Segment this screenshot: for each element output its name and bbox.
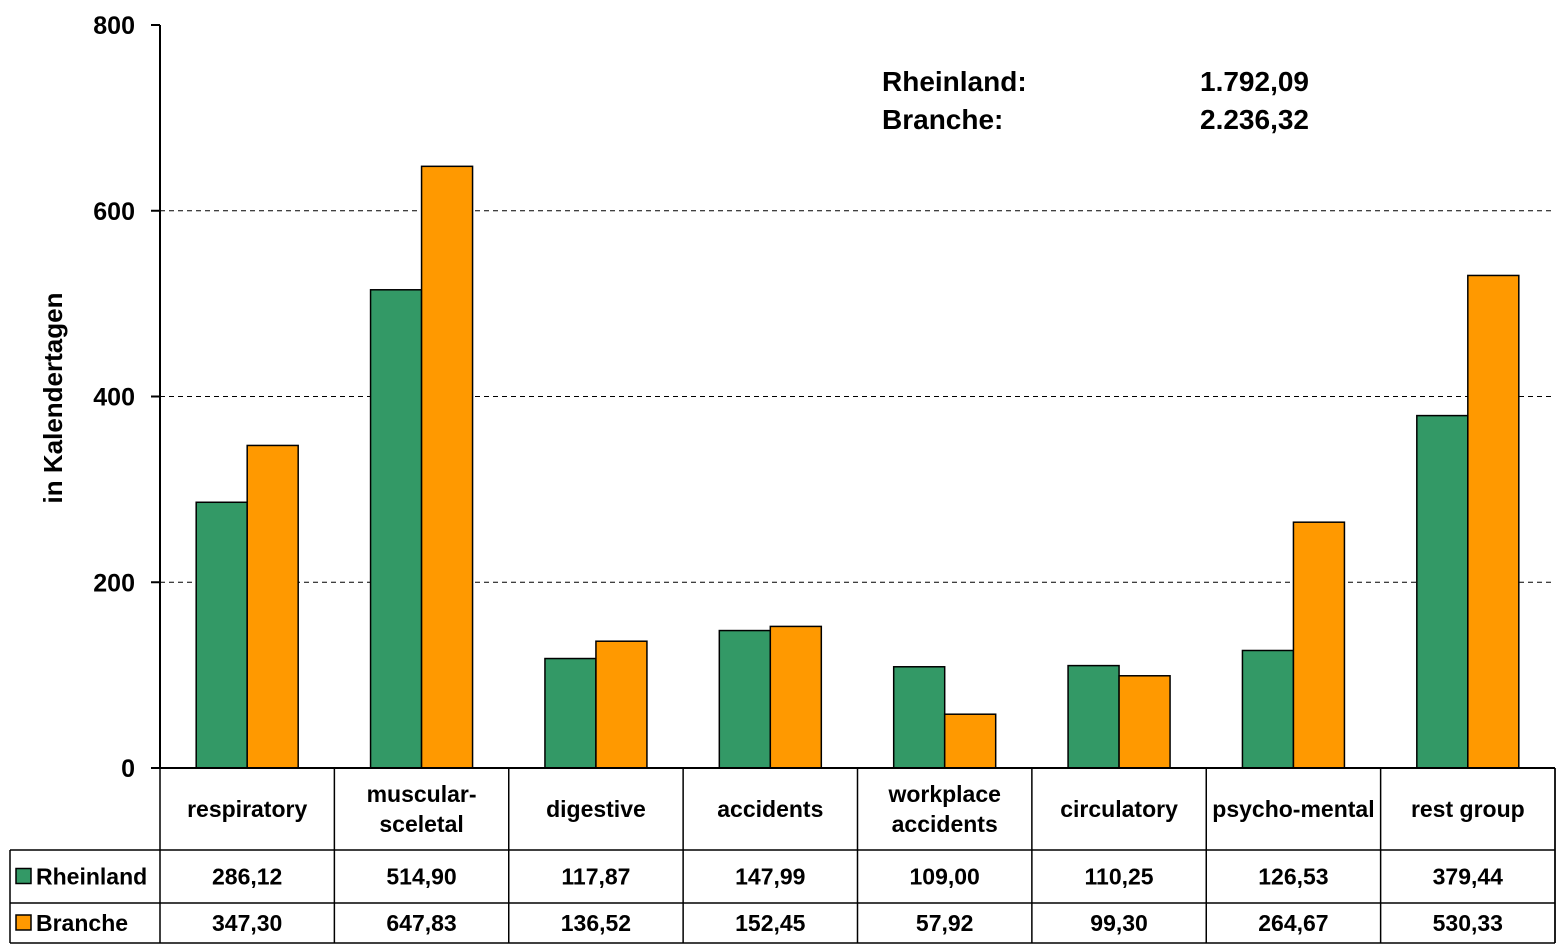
bar-branche-3 xyxy=(769,625,823,769)
bar-rheinland-5 xyxy=(1067,664,1120,769)
bar-branche-4 xyxy=(943,713,997,769)
table-cell-branche: 99,30 xyxy=(1090,910,1148,936)
table-cell-branche: 264,67 xyxy=(1258,910,1328,936)
table-cell-rheinland: 109,00 xyxy=(910,864,980,890)
series-label-branche: Branche xyxy=(36,910,128,936)
table-cell-rheinland: 147,99 xyxy=(735,864,805,890)
table-cell-branche: 152,45 xyxy=(735,910,806,936)
y-axis-label: in Kalendertagen xyxy=(38,293,68,504)
category-label: workplace xyxy=(887,781,1001,807)
category-label: respiratory xyxy=(187,796,307,822)
table-cell-rheinland: 286,12 xyxy=(212,864,282,890)
data-table: respiratory muscular-sceletal digestive acc… xyxy=(9,768,1556,944)
annotation-value: 1.792,09 xyxy=(1200,66,1309,97)
annotation-label: Rheinland: xyxy=(882,66,1027,97)
bar-rheinland-7 xyxy=(1416,414,1469,769)
table-cell-branche: 530,33 xyxy=(1433,910,1503,936)
category-label: circulatory xyxy=(1060,796,1178,822)
bar-rheinland-0 xyxy=(195,501,248,769)
series-label-rheinland: Rheinland xyxy=(36,864,147,890)
legend-key-branche xyxy=(15,914,32,931)
table-cell-rheinland: 117,87 xyxy=(561,864,630,890)
table-cell-branche: 57,92 xyxy=(916,910,974,936)
y-tick-label: 200 xyxy=(93,569,135,597)
category-label: accidents xyxy=(717,796,823,822)
bar-branche-2 xyxy=(595,640,648,769)
table-cell-branche: 347,30 xyxy=(212,910,282,936)
table-cell-branche: 136,52 xyxy=(561,910,631,936)
bar-rheinland-3 xyxy=(718,629,772,769)
y-tick-label: 600 xyxy=(93,198,135,226)
gridlines xyxy=(160,210,1555,583)
table-cell-rheinland: 514,90 xyxy=(386,864,456,890)
bar-branche-6 xyxy=(1292,521,1346,769)
category-label: psycho-mental xyxy=(1212,796,1374,822)
category-label: sceletal xyxy=(379,811,463,837)
bar-branche-7 xyxy=(1467,274,1520,769)
y-tick-label: 0 xyxy=(121,755,135,783)
y-tick-label: 400 xyxy=(93,384,135,412)
annotation-label: Branche: xyxy=(882,104,1003,135)
annotations: Rheinland: 1.792,09 Branche: 2.236,32 xyxy=(882,66,1309,135)
y-tick-label: 800 xyxy=(93,12,135,40)
bar-rheinland-4 xyxy=(892,666,946,769)
table-cell-rheinland: 126,53 xyxy=(1258,864,1328,890)
category-label: accidents xyxy=(892,811,998,837)
bar-branche-5 xyxy=(1118,675,1171,769)
bars xyxy=(195,165,1520,769)
bar-rheinland-6 xyxy=(1241,649,1295,769)
bar-rheinland-2 xyxy=(544,657,597,769)
bar-branche-1 xyxy=(420,165,474,769)
y-tick-labels: 0 200 400 600 800 xyxy=(93,12,135,783)
category-label: rest group xyxy=(1411,796,1525,822)
table-cell-rheinland: 110,25 xyxy=(1085,864,1154,890)
bar-rheinland-1 xyxy=(369,289,423,769)
bar-branche-0 xyxy=(246,444,299,769)
category-label: muscular- xyxy=(367,781,477,807)
table-cell-rheinland: 379,44 xyxy=(1433,864,1504,890)
category-label: digestive xyxy=(546,796,646,822)
annotation-value: 2.236,32 xyxy=(1200,104,1309,135)
table-cell-branche: 647,83 xyxy=(386,910,456,936)
legend-key-rheinland xyxy=(15,867,32,885)
